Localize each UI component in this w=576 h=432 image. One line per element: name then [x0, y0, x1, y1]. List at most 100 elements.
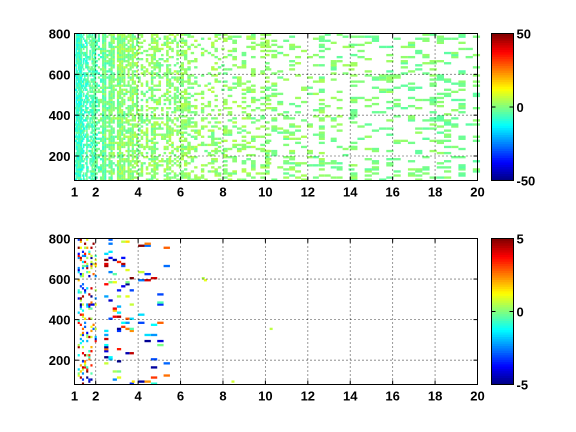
heatmap-cell [93, 84, 96, 87]
heatmap-cell [264, 170, 270, 173]
heatmap-cell [86, 238, 89, 241]
heatmap-cell [127, 176, 130, 179]
heatmap-cell [143, 162, 146, 165]
heatmap-cell [260, 37, 265, 40]
heatmap-cell [104, 104, 107, 108]
heatmap-cell [214, 78, 218, 81]
heatmap-cell [75, 174, 78, 177]
heatmap-cell [436, 117, 444, 120]
heatmap-cell [178, 166, 182, 169]
heatmap-cell [176, 156, 179, 159]
heatmap-cell [112, 272, 117, 276]
heatmap-cell [318, 109, 325, 112]
heatmap-cell [102, 62, 105, 65]
heatmap-cell [129, 98, 132, 102]
heatmap-cell [80, 107, 83, 110]
heatmap-cell [97, 109, 100, 112]
heatmap-cell [102, 104, 105, 108]
heatmap-cell [458, 35, 466, 38]
heatmap-cell [200, 164, 205, 167]
heatmap-cell [108, 117, 111, 120]
heatmap-cell [255, 147, 261, 151]
colorbar-segment [491, 379, 514, 383]
heatmap-cell [123, 135, 126, 138]
heatmap-cell [171, 41, 174, 45]
heatmap-cell [150, 277, 158, 280]
heatmap-cell [386, 176, 394, 179]
heatmap-cell [116, 76, 120, 79]
heatmap-cell [125, 268, 130, 272]
heatmap-cell [95, 60, 98, 63]
heatmap-cell [87, 168, 89, 171]
colorbar-segment [491, 345, 514, 349]
heatmap-cell [350, 145, 358, 149]
heatmap-cell [264, 160, 270, 163]
heatmap-cell [93, 80, 96, 83]
heatmap-cell [407, 86, 416, 89]
heatmap-cell [176, 149, 179, 153]
heatmap-cell [75, 119, 78, 122]
heatmap-cell [76, 113, 79, 116]
heatmap-cell [95, 153, 98, 157]
heatmap-cell [371, 35, 380, 38]
heatmap-cell [110, 100, 113, 104]
heatmap-cell [312, 176, 319, 179]
heatmap-cell [180, 109, 184, 112]
heatmap-cell [104, 149, 107, 153]
colorbar-segment [491, 279, 514, 283]
heatmap-cell [194, 98, 198, 102]
heatmap-cell [465, 55, 473, 59]
heatmap-cell [80, 109, 83, 112]
heatmap-cell [277, 92, 284, 96]
heatmap-cell [194, 137, 198, 140]
heatmap-cell [94, 131, 97, 134]
heatmap-cell [187, 143, 191, 147]
heatmap-cell [168, 178, 172, 181]
heatmap-cell [214, 170, 218, 173]
heatmap-cell [283, 39, 290, 42]
heatmap-cell [301, 88, 307, 91]
heatmap-cell [131, 94, 134, 98]
heatmap-cell [386, 53, 394, 57]
heatmap-cell [166, 43, 169, 47]
heatmap-cell [76, 158, 79, 161]
heatmap-cell [133, 74, 137, 77]
colorbar-segment [491, 332, 514, 335]
heatmap-cell [76, 90, 79, 94]
heatmap-cell [158, 49, 162, 53]
heatmap-cell [133, 125, 137, 128]
heatmap-cell [144, 279, 151, 282]
heatmap-cell [79, 376, 82, 379]
heatmap-cell [166, 141, 169, 145]
heatmap-cell [104, 168, 107, 171]
heatmap-cell [386, 149, 394, 153]
heatmap-cell [166, 178, 169, 181]
heatmap-cell [138, 143, 141, 147]
heatmap-cell [91, 41, 93, 45]
heatmap-cell [183, 125, 188, 128]
heatmap-cell [93, 166, 96, 169]
heatmap-cell [104, 127, 107, 130]
heatmap-cell [386, 107, 394, 110]
heatmap-cell [108, 82, 111, 85]
heatmap-cell [108, 109, 111, 112]
heatmap-cell [112, 378, 117, 381]
heatmap-cell [99, 49, 103, 53]
heatmap-cell [82, 164, 85, 167]
heatmap-cell [157, 339, 164, 343]
heatmap-cell [123, 143, 126, 147]
heatmap-cell [187, 74, 191, 77]
heatmap-cell [140, 109, 144, 112]
heatmap-cell [129, 129, 132, 132]
heatmap-cell [119, 135, 122, 138]
heatmap-cell [176, 117, 179, 120]
heatmap-cell [102, 141, 105, 145]
heatmap-cell [85, 88, 87, 91]
heatmap-cell [214, 98, 218, 102]
heatmap-cell [87, 68, 89, 71]
heatmap-cell [86, 37, 88, 40]
heatmap-cell [150, 137, 154, 140]
heatmap-cell [80, 145, 83, 149]
heatmap-cell [91, 39, 93, 42]
heatmap-cell [91, 172, 93, 175]
